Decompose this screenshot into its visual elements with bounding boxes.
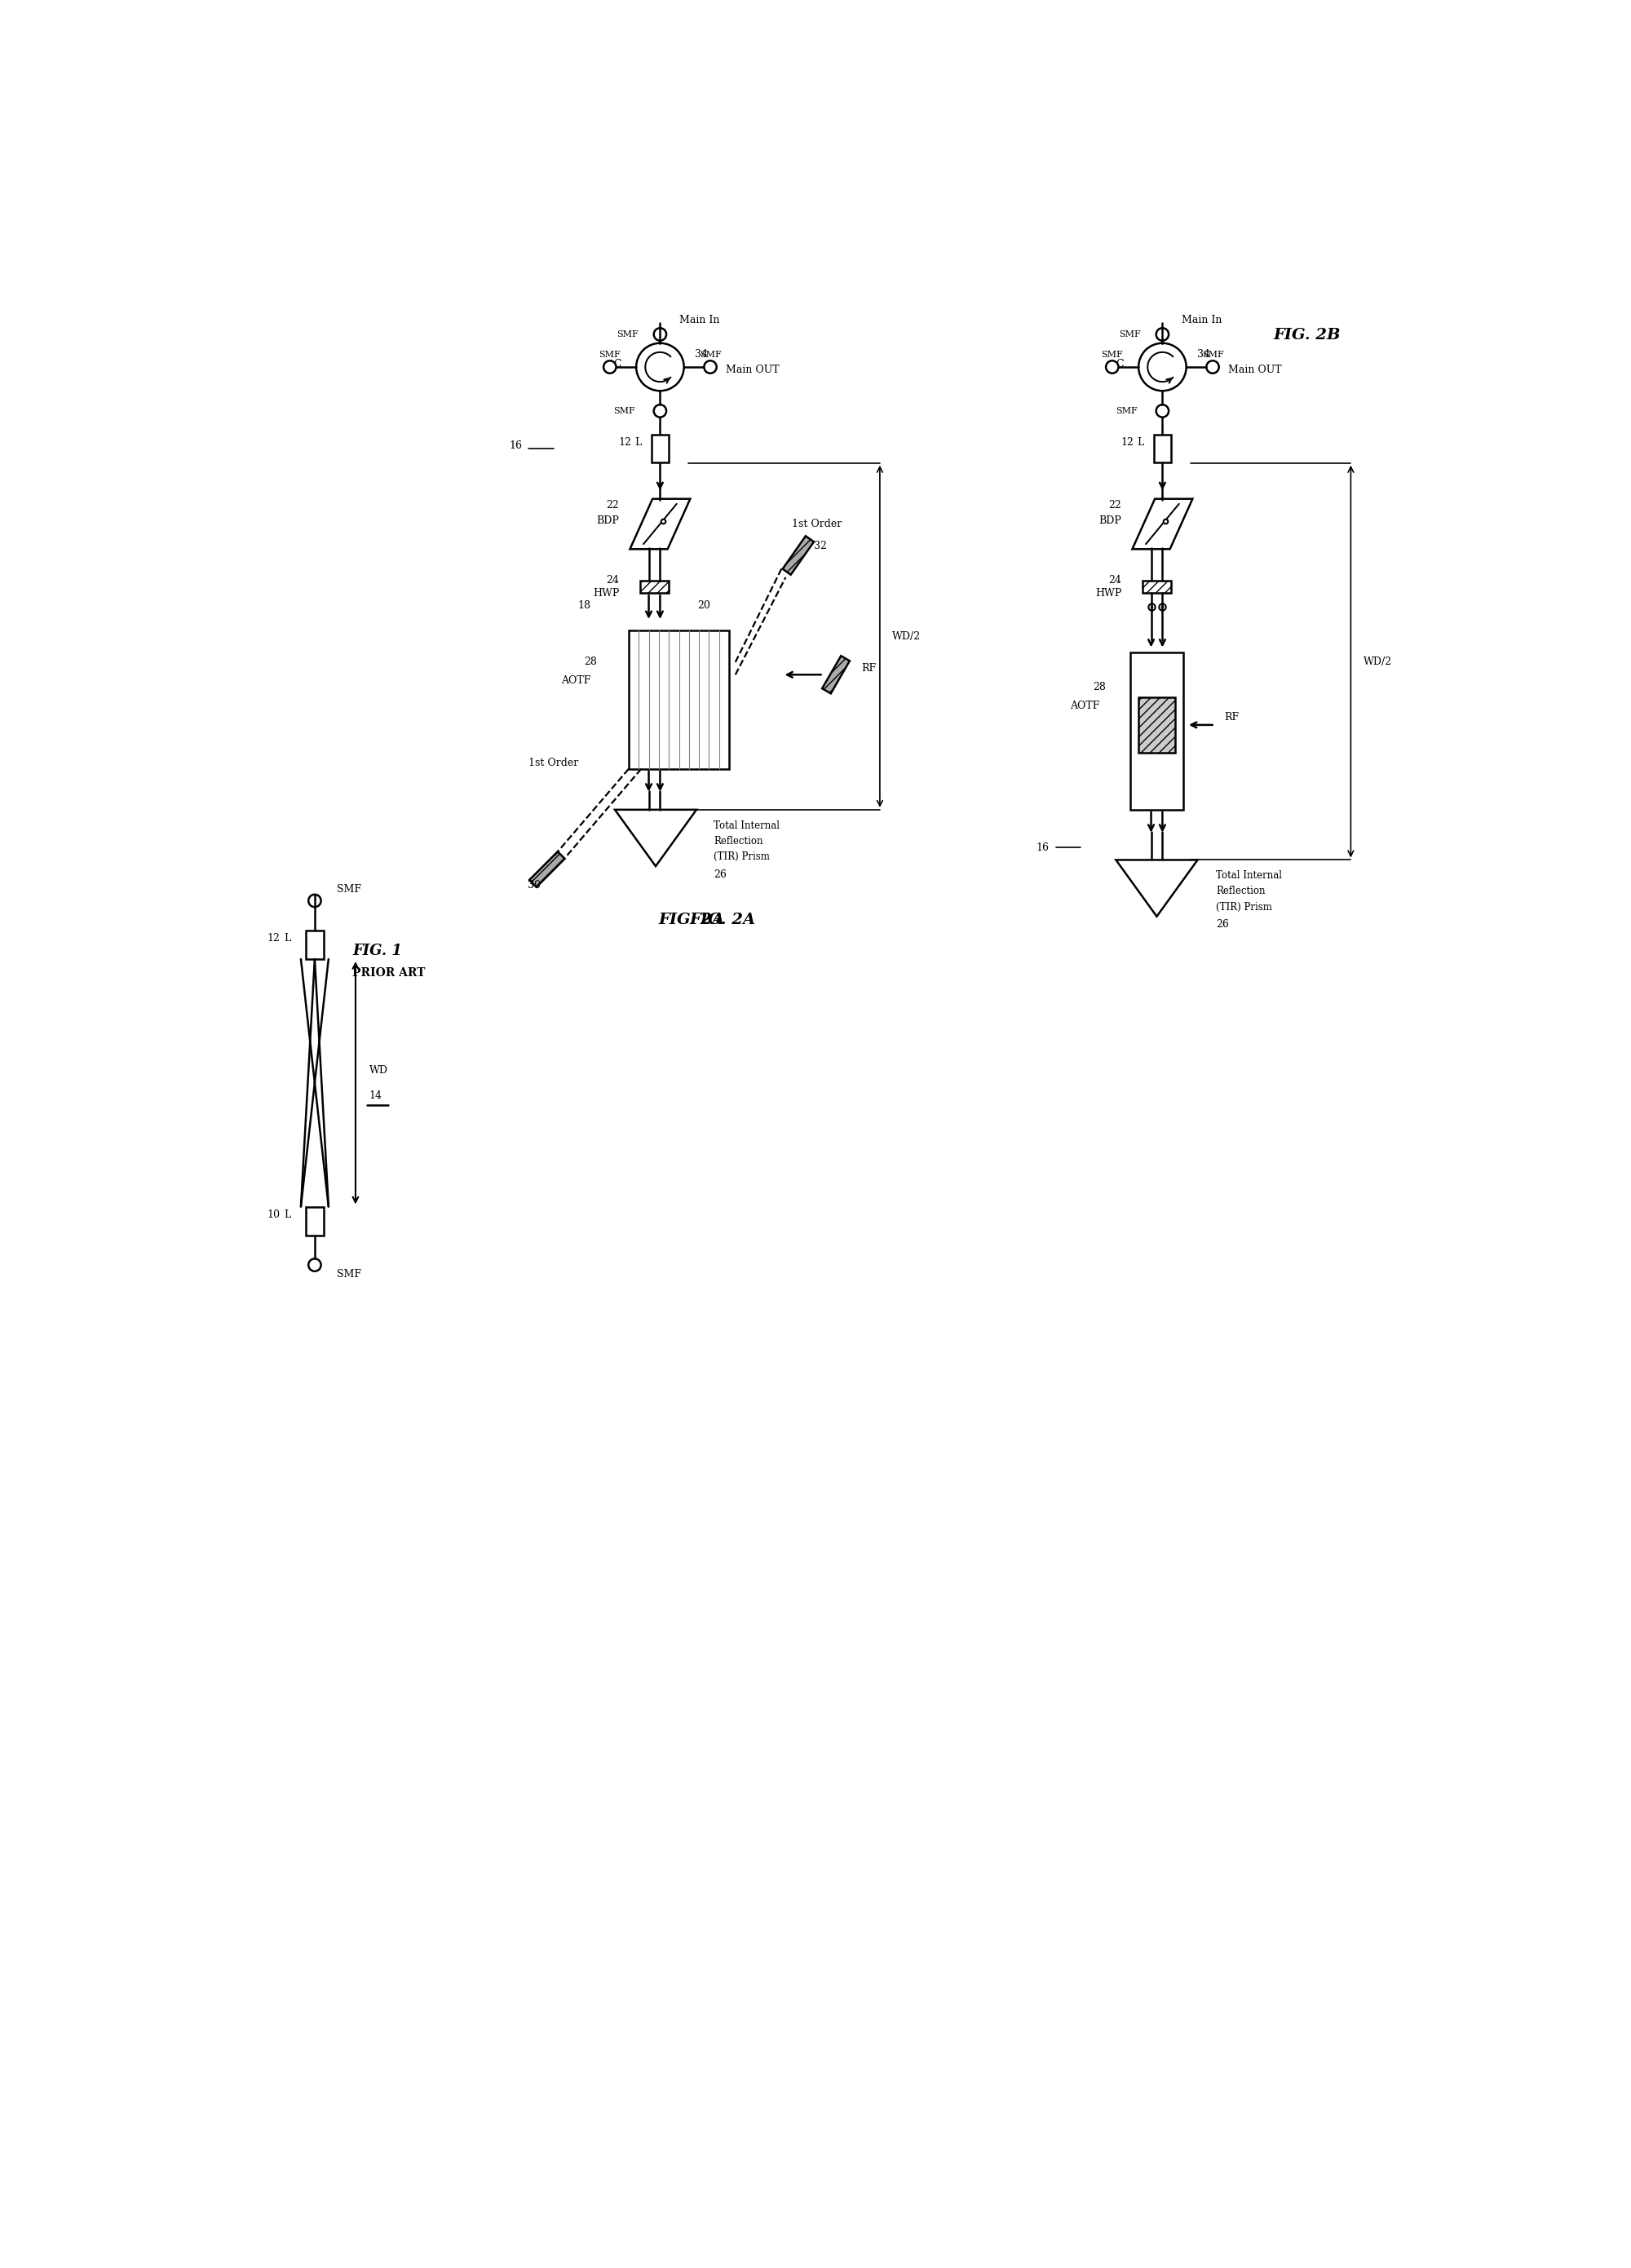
Text: L: L xyxy=(284,1209,290,1220)
Text: FIG. 1: FIG. 1 xyxy=(352,943,401,959)
Text: SMF: SMF xyxy=(1101,349,1124,358)
Text: 1st Order: 1st Order xyxy=(528,758,579,769)
Text: 12: 12 xyxy=(267,932,281,943)
Text: Main OUT: Main OUT xyxy=(1228,365,1282,376)
Text: Total Internal: Total Internal xyxy=(713,821,780,830)
Text: 20: 20 xyxy=(698,601,711,610)
Text: WD/2: WD/2 xyxy=(1364,655,1391,667)
Text: 30: 30 xyxy=(528,880,541,891)
Circle shape xyxy=(654,329,667,340)
Text: 22: 22 xyxy=(1109,499,1122,510)
Circle shape xyxy=(308,1259,321,1272)
Circle shape xyxy=(1207,361,1218,374)
Text: RF: RF xyxy=(861,662,876,674)
Text: 12: 12 xyxy=(1120,438,1134,447)
Circle shape xyxy=(654,404,667,417)
Text: 10: 10 xyxy=(267,1209,281,1220)
Text: SMF: SMF xyxy=(336,885,360,896)
Text: WD: WD xyxy=(369,1066,388,1075)
Text: SMF: SMF xyxy=(1116,406,1137,415)
Text: BDP: BDP xyxy=(1099,515,1122,526)
Text: (TIR) Prism: (TIR) Prism xyxy=(713,850,770,862)
Text: SMF: SMF xyxy=(599,349,621,358)
Text: 28: 28 xyxy=(584,658,597,667)
Circle shape xyxy=(1156,404,1169,417)
Text: 18: 18 xyxy=(577,601,590,610)
Polygon shape xyxy=(630,499,690,549)
Bar xyxy=(307,930,323,959)
Circle shape xyxy=(705,361,716,374)
Text: AOTF: AOTF xyxy=(1070,701,1099,712)
Text: BDP: BDP xyxy=(597,515,620,526)
Text: 14: 14 xyxy=(369,1091,382,1100)
Text: Reflection: Reflection xyxy=(713,837,763,846)
Bar xyxy=(1138,699,1176,753)
Text: L: L xyxy=(634,438,641,447)
Text: 26: 26 xyxy=(713,869,726,880)
Text: RF: RF xyxy=(1225,712,1240,723)
Text: HWP: HWP xyxy=(1094,587,1122,599)
Text: SMF: SMF xyxy=(613,406,634,415)
Text: 28: 28 xyxy=(1093,683,1106,692)
Text: PRIOR ART: PRIOR ART xyxy=(352,966,426,980)
Polygon shape xyxy=(822,655,850,694)
Bar xyxy=(651,435,669,463)
Text: C: C xyxy=(613,358,621,370)
Text: Main In: Main In xyxy=(678,315,719,324)
Bar xyxy=(1153,435,1171,463)
Text: SMF: SMF xyxy=(1202,349,1223,358)
Text: 16: 16 xyxy=(1036,841,1049,853)
Polygon shape xyxy=(1132,499,1192,549)
Text: SMF: SMF xyxy=(617,331,638,338)
Text: 24: 24 xyxy=(607,576,620,585)
Text: 12: 12 xyxy=(618,438,631,447)
Polygon shape xyxy=(783,535,814,574)
Circle shape xyxy=(308,894,321,907)
Text: Main OUT: Main OUT xyxy=(726,365,780,376)
Circle shape xyxy=(1106,361,1119,374)
Text: 34: 34 xyxy=(695,349,708,361)
Text: L: L xyxy=(284,932,290,943)
Text: HWP: HWP xyxy=(592,587,620,599)
Text: 26: 26 xyxy=(1215,919,1228,930)
Text: SMF: SMF xyxy=(1119,331,1140,338)
Bar xyxy=(1143,581,1171,592)
Polygon shape xyxy=(1116,860,1197,916)
Polygon shape xyxy=(530,850,564,887)
Text: L: L xyxy=(1137,438,1143,447)
Text: Total Internal: Total Internal xyxy=(1215,871,1282,880)
Polygon shape xyxy=(615,810,696,866)
Text: Reflection: Reflection xyxy=(1215,887,1266,896)
Text: SMF: SMF xyxy=(700,349,721,358)
Circle shape xyxy=(1138,342,1186,390)
Text: WD/2: WD/2 xyxy=(892,631,922,642)
Text: FIG. 2B: FIG. 2B xyxy=(1274,329,1341,342)
Text: 22: 22 xyxy=(607,499,620,510)
Text: FIG. 2A: FIG. 2A xyxy=(690,912,755,928)
Circle shape xyxy=(636,342,683,390)
Text: 32: 32 xyxy=(814,540,827,551)
Text: 1st Order: 1st Order xyxy=(793,519,842,528)
Text: AOTF: AOTF xyxy=(561,676,590,687)
Text: C: C xyxy=(1116,358,1124,370)
Circle shape xyxy=(1156,329,1169,340)
Circle shape xyxy=(603,361,617,374)
Text: (TIR) Prism: (TIR) Prism xyxy=(1215,903,1272,912)
Bar xyxy=(641,581,669,592)
Text: FIG. 2A: FIG. 2A xyxy=(659,912,724,928)
Text: 24: 24 xyxy=(1109,576,1122,585)
Text: Main In: Main In xyxy=(1181,315,1222,324)
Bar xyxy=(307,1207,323,1236)
Bar xyxy=(1130,653,1184,810)
Bar xyxy=(628,631,729,769)
Text: SMF: SMF xyxy=(336,1270,360,1279)
Text: 16: 16 xyxy=(509,440,522,451)
Text: 34: 34 xyxy=(1197,349,1210,361)
